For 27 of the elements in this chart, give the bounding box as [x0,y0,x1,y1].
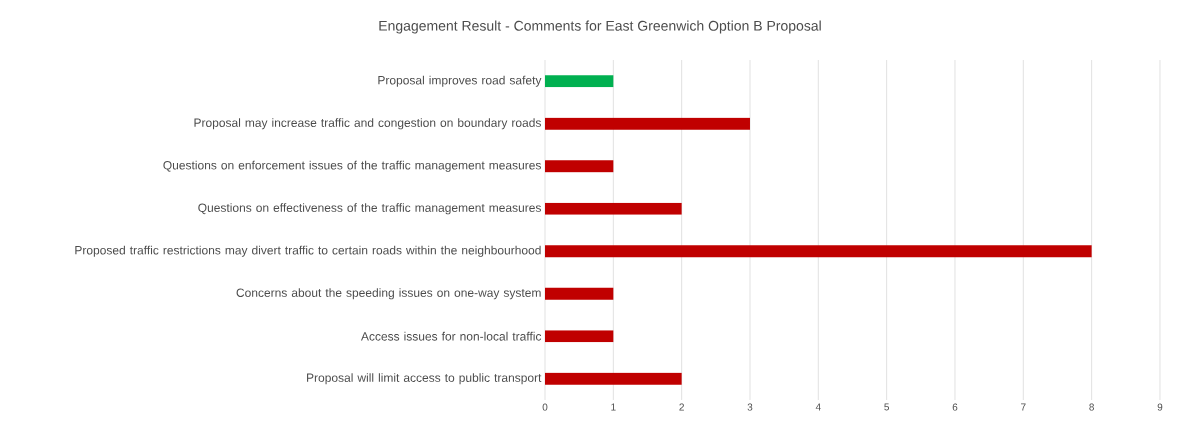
chart-title: Engagement Result - Comments for East Greenwich Option B Proposal [379,20,821,34]
bar [545,75,614,88]
bar [545,245,1092,258]
y-tick-label: Proposal will limit access to public transport [307,373,542,385]
x-tick-label: 7 [1021,403,1026,411]
bar [545,117,750,130]
bar [545,202,682,215]
y-tick-label: Questions on effectiveness of the traffic management measures [198,203,541,215]
y-tick-label: Proposal may increase traffic and congestion on boundary roads [194,118,541,130]
bar [545,287,614,300]
bar [545,330,614,343]
x-tick-label: 6 [952,403,958,411]
x-tick-label: 3 [747,403,753,411]
x-tick-label: 5 [884,403,890,411]
bar [545,372,682,385]
x-tick-label: 8 [1089,403,1094,411]
y-tick-label: Concerns about the speeding issues on one-way system [236,288,541,300]
x-tick-label: 9 [1157,403,1163,411]
x-tick-label: 2 [679,403,684,411]
x-tick-label: 1 [611,403,616,411]
x-tick-label: 0 [542,403,548,411]
bar [545,160,614,173]
y-tick-label: Access issues for non-local traffic [360,331,542,341]
y-tick-label: Questions on enforcement issues of the traffic management measures [163,160,541,172]
y-tick-label: Proposal improves road safety [378,75,542,87]
x-tick-label: 4 [815,403,821,411]
y-tick-label: Proposed traffic restrictions may divert traffic to certain roads within the neighbourhood [75,245,541,257]
